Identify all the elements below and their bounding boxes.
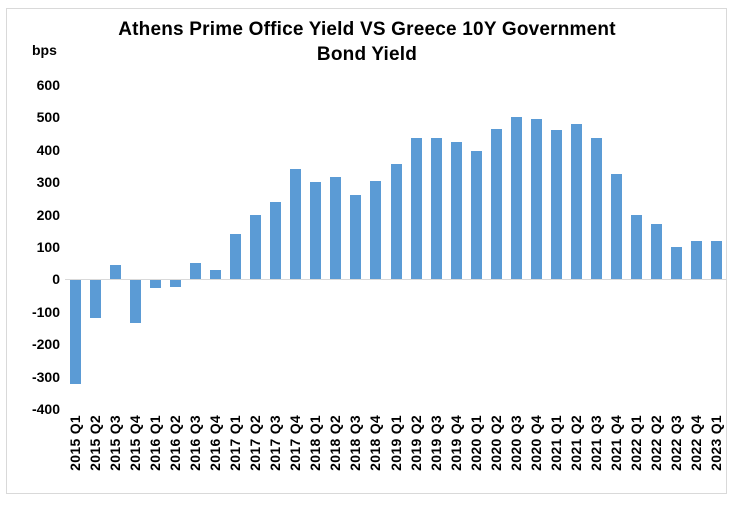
x-axis-label: 2016 Q1 bbox=[146, 415, 163, 471]
bar-2017-q4 bbox=[290, 169, 302, 280]
x-axis-label: 2020 Q1 bbox=[467, 415, 484, 471]
x-axis-label: 2020 Q3 bbox=[507, 415, 524, 471]
x-axis-label: 2021 Q2 bbox=[568, 415, 585, 471]
x-axis-label: 2015 Q2 bbox=[86, 415, 103, 471]
bar-2022-q4 bbox=[691, 240, 703, 280]
chart-title: Athens Prime Office Yield VS Greece 10Y … bbox=[0, 17, 734, 67]
x-axis-label: 2018 Q2 bbox=[327, 415, 344, 471]
x-axis-label: 2019 Q2 bbox=[407, 415, 424, 471]
bar-2016-q1 bbox=[149, 280, 161, 289]
bar-2020-q2 bbox=[490, 128, 502, 280]
bar-2019-q1 bbox=[390, 164, 402, 280]
bar-2020-q4 bbox=[530, 119, 542, 280]
x-axis-label: 2019 Q1 bbox=[387, 415, 404, 471]
x-axis-label: 2021 Q1 bbox=[547, 415, 564, 471]
bar-2021-q3 bbox=[591, 138, 603, 280]
chart-title-line2: Bond Yield bbox=[316, 44, 418, 65]
bar-2019-q2 bbox=[410, 138, 422, 280]
y-axis-tick-label: -100 bbox=[31, 303, 60, 320]
bar-2022-q2 bbox=[651, 224, 663, 280]
x-axis-label: 2017 Q1 bbox=[227, 415, 243, 471]
x-axis-label: 2017 Q2 bbox=[247, 415, 264, 471]
bar-2019-q4 bbox=[450, 141, 462, 280]
bar-2016-q4 bbox=[209, 269, 221, 280]
y-axis-tick-label: 500 bbox=[36, 109, 60, 126]
bar-2015-q4 bbox=[129, 280, 141, 323]
x-axis-label: 2018 Q4 bbox=[367, 415, 384, 471]
bar-2017-q1 bbox=[230, 234, 241, 280]
bar-2015-q2 bbox=[89, 280, 101, 318]
x-axis-label: 2021 Q3 bbox=[588, 415, 605, 471]
x-axis-label: 2022 Q1 bbox=[628, 415, 645, 471]
y-axis-unit-label: bps bbox=[32, 42, 57, 58]
y-axis-tick-label: 400 bbox=[36, 141, 60, 158]
x-axis-label: 2016 Q4 bbox=[206, 415, 223, 471]
y-axis-tick-label: 100 bbox=[36, 239, 60, 255]
bar-2023-q1 bbox=[711, 240, 723, 280]
x-axis-label: 2016 Q2 bbox=[166, 415, 183, 471]
y-axis-tick-label: 600 bbox=[36, 77, 60, 93]
bar-2016-q3 bbox=[189, 263, 201, 280]
bar-2020-q1 bbox=[470, 151, 482, 280]
y-axis-tick-label: 0 bbox=[52, 271, 60, 288]
x-axis-label: 2017 Q3 bbox=[267, 415, 284, 471]
x-axis-label: 2015 Q1 bbox=[66, 415, 83, 471]
plot-area bbox=[65, 85, 727, 409]
bar-2015-q1 bbox=[69, 280, 81, 385]
bar-2016-q2 bbox=[169, 280, 181, 287]
y-axis-tick-label: -400 bbox=[31, 401, 60, 417]
x-axis-label: 2017 Q4 bbox=[287, 415, 304, 471]
x-axis-label: 2022 Q4 bbox=[688, 415, 705, 471]
bar-2018-q1 bbox=[310, 182, 322, 280]
x-axis-label: 2022 Q2 bbox=[648, 415, 665, 471]
x-axis-label: 2018 Q3 bbox=[347, 415, 364, 471]
x-axis-label: 2015 Q3 bbox=[106, 415, 123, 471]
bar-2021-q2 bbox=[571, 123, 583, 280]
bar-2019-q3 bbox=[430, 138, 442, 280]
bar-2017-q3 bbox=[270, 201, 282, 280]
bar-2021-q1 bbox=[550, 130, 562, 280]
x-axis-label: 2021 Q4 bbox=[608, 415, 625, 471]
bar-2015-q3 bbox=[109, 264, 121, 280]
bar-2022-q1 bbox=[631, 214, 643, 280]
y-axis-tick-label: 300 bbox=[36, 174, 60, 191]
y-axis-tick-label: -200 bbox=[31, 336, 60, 353]
bar-2022-q3 bbox=[671, 247, 683, 280]
x-axis-label: 2020 Q4 bbox=[527, 415, 544, 471]
bar-2017-q2 bbox=[250, 214, 262, 280]
bar-2020-q3 bbox=[510, 117, 522, 280]
x-axis-label: 2016 Q3 bbox=[186, 415, 203, 471]
x-axis-label: 2022 Q3 bbox=[668, 415, 685, 471]
bar-2018-q3 bbox=[350, 195, 362, 280]
y-axis-tick-label: 200 bbox=[36, 206, 60, 223]
bar-2018-q2 bbox=[330, 177, 342, 280]
x-axis-label: 2023 Q1 bbox=[708, 415, 725, 471]
y-axis-tick-label: -300 bbox=[31, 368, 60, 385]
x-axis-label: 2019 Q4 bbox=[447, 415, 464, 471]
x-axis-label: 2020 Q2 bbox=[487, 415, 504, 471]
x-axis-label: 2018 Q1 bbox=[307, 415, 324, 471]
chart-border bbox=[6, 8, 727, 494]
bar-2018-q4 bbox=[370, 180, 382, 280]
x-axis-label: 2015 Q4 bbox=[126, 415, 143, 471]
x-axis-label: 2019 Q3 bbox=[427, 415, 444, 471]
zero-axis-line bbox=[65, 279, 727, 281]
chart-title-line1: Athens Prime Office Yield VS Greece 10Y … bbox=[118, 19, 616, 40]
bar-2021-q4 bbox=[611, 174, 623, 280]
